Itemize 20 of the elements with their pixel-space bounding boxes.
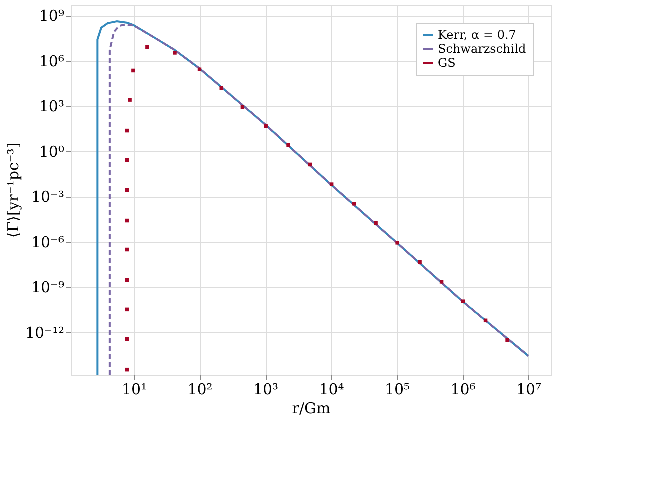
y-tick-label: 10⁶	[39, 52, 64, 70]
y-tick-label: 10⁻¹²	[25, 324, 64, 342]
y-axis-title: ⟨Γ⟩[yr⁻¹pc⁻³]	[4, 142, 22, 238]
y-tick-label: 10³	[39, 98, 64, 116]
x-tick-label: 10³	[253, 380, 279, 398]
x-tick-label: 10¹	[122, 380, 148, 398]
x-axis-title: r/Gm	[292, 400, 331, 418]
legend-label: GS	[438, 56, 456, 70]
y-tick-label: 10⁰	[39, 142, 64, 161]
x-tick-label: 10⁶	[450, 380, 476, 398]
x-tick-label: 10⁵	[384, 380, 410, 398]
x-tick-label: 10⁷	[516, 380, 542, 398]
x-tick-label: 10⁴	[319, 380, 344, 398]
legend-label: Schwarzschild	[438, 42, 526, 56]
y-tick-label: 10⁻³	[31, 188, 64, 206]
x-tick-label: 10²	[188, 380, 213, 398]
y-tick-label: 10⁻⁹	[31, 278, 64, 297]
legend-label: Kerr, α = 0.7	[438, 28, 516, 42]
y-tick-label: 10⁹	[39, 7, 64, 26]
y-tick-label: 10⁻⁶	[31, 233, 64, 252]
